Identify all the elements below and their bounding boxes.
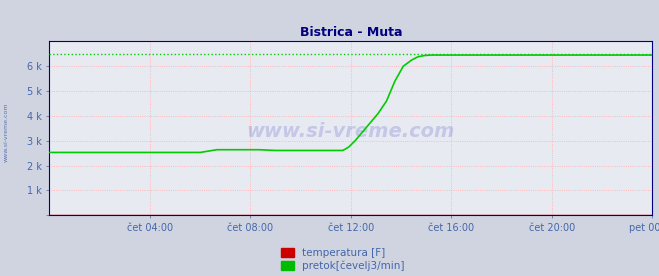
Text: www.si-vreme.com: www.si-vreme.com	[4, 103, 9, 162]
Title: Bistrica - Muta: Bistrica - Muta	[300, 26, 402, 39]
Legend: temperatura [F], pretok[čevelj3/min]: temperatura [F], pretok[čevelj3/min]	[281, 248, 405, 271]
Text: www.si-vreme.com: www.si-vreme.com	[246, 122, 455, 141]
